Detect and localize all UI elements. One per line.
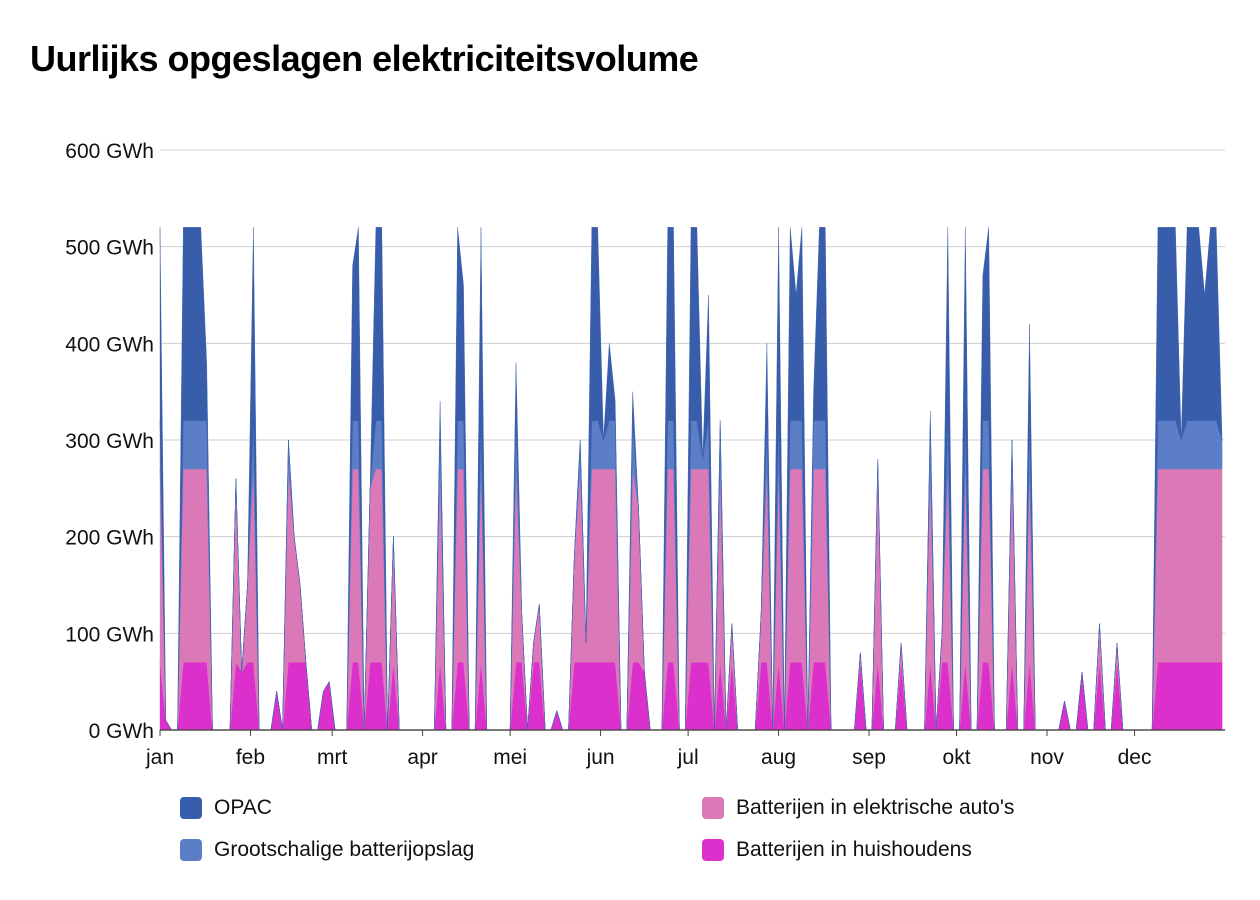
legend-label-huishoudens: Batterijen in huishoudens <box>736 838 972 861</box>
y-tick-label: 600 GWh <box>65 140 154 163</box>
x-tick-label: jul <box>677 746 699 769</box>
y-tick-label: 400 GWh <box>65 333 154 356</box>
x-tick-label: sep <box>852 746 886 769</box>
x-tick-label: apr <box>407 746 437 769</box>
x-tick-label: nov <box>1030 746 1064 769</box>
legend-swatch-huishoudens <box>702 839 724 861</box>
y-tick-label: 100 GWh <box>65 623 154 646</box>
y-tick-label: 500 GWh <box>65 237 154 260</box>
chart-title: Uurlijks opgeslagen elektriciteitsvolume <box>30 38 699 79</box>
legend-label-opac: OPAC <box>214 796 272 819</box>
x-tick-label: mei <box>493 746 527 769</box>
legend-item-huishoudens[interactable]: Batterijen in huishoudens <box>702 838 972 862</box>
x-tick-label: okt <box>943 746 971 769</box>
legend-swatch-ev <box>702 797 724 819</box>
legend-swatch-opac <box>180 797 202 819</box>
legend-swatch-grootschalige <box>180 839 202 861</box>
x-tick-label: aug <box>761 746 796 769</box>
legend-item-ev[interactable]: Batterijen in elektrische auto's <box>702 796 1014 820</box>
y-tick-label: 200 GWh <box>65 527 154 550</box>
y-tick-label: 0 GWh <box>89 720 154 743</box>
x-tick-label: mrt <box>317 746 347 769</box>
x-tick-label: jan <box>145 746 174 769</box>
legend: OPAC Grootschalige batterijopslag Batter… <box>180 796 1180 876</box>
legend-label-ev: Batterijen in elektrische auto's <box>736 796 1015 819</box>
x-tick-label: jun <box>586 746 615 769</box>
legend-item-grootschalige[interactable]: Grootschalige batterijopslag <box>180 838 474 862</box>
y-tick-label: 300 GWh <box>65 430 154 453</box>
x-tick-label: feb <box>236 746 265 769</box>
legend-item-opac[interactable]: OPAC <box>180 796 272 820</box>
x-tick-label: dec <box>1118 746 1152 769</box>
legend-label-grootschalige: Grootschalige batterijopslag <box>214 838 475 861</box>
